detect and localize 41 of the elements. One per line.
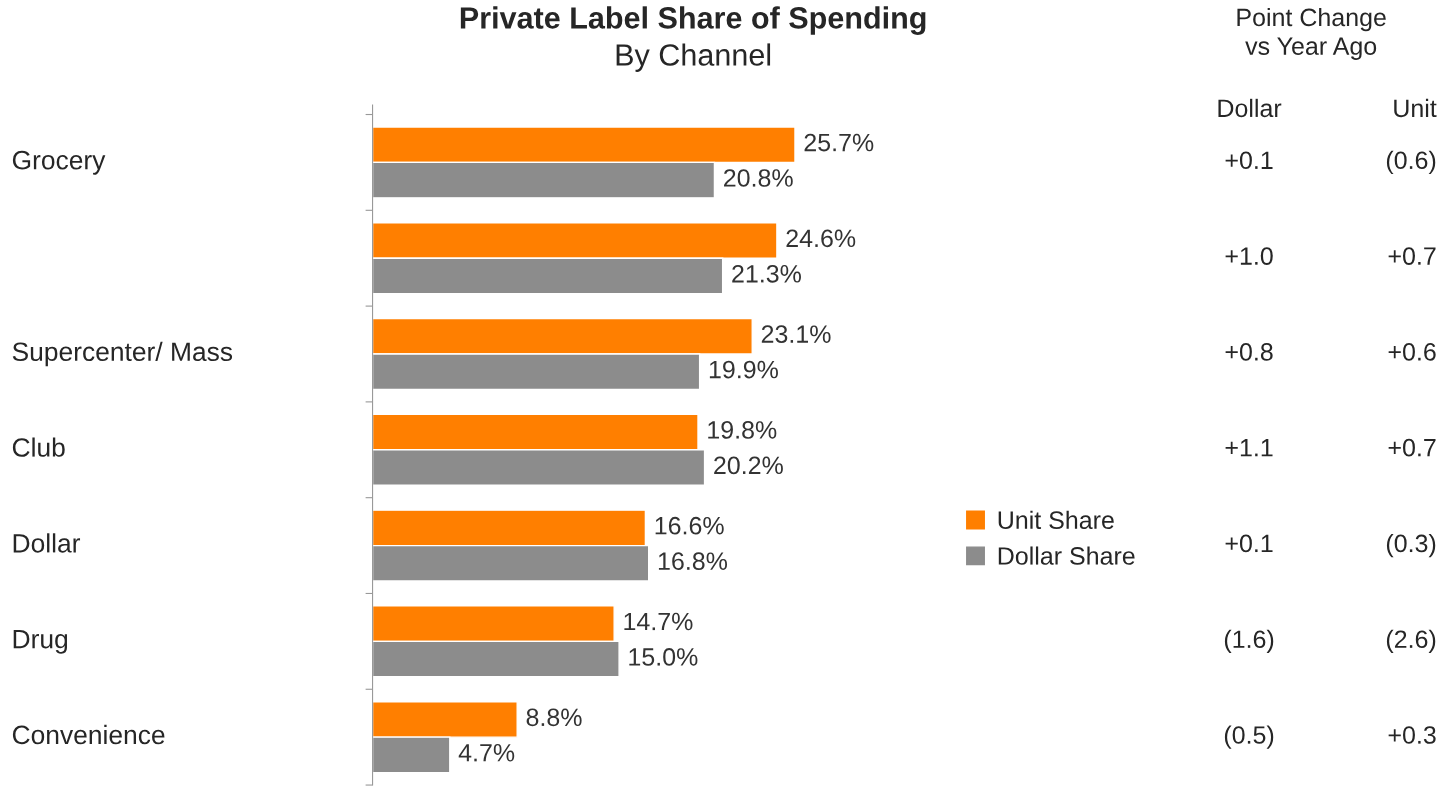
data-label: 19.8% xyxy=(708,421,777,439)
text: +1.1 xyxy=(1225,439,1273,457)
data-label: 8.8% xyxy=(526,708,582,727)
y-tick-label: Convenience xyxy=(12,724,165,745)
legend-label: Dollar Share xyxy=(998,546,1135,565)
data-label: 16.6% xyxy=(655,516,724,535)
y-tick-label: Grocery xyxy=(12,150,106,175)
text: +0.1 xyxy=(1225,151,1273,170)
y-tick-label: Dollar xyxy=(13,533,81,553)
y-tick-label: Club xyxy=(12,437,65,457)
text: +0.3 xyxy=(1388,726,1436,744)
text: (1.6) xyxy=(1224,629,1274,654)
data-label: 14.7% xyxy=(624,612,693,631)
data-label: 21.3% xyxy=(732,264,801,283)
text: +0.6 xyxy=(1388,343,1436,361)
text: +1.0 xyxy=(1225,247,1273,265)
text: +0.7 xyxy=(1388,438,1436,457)
data-label: 15.0% xyxy=(629,648,698,666)
data-label: 20.2% xyxy=(714,456,783,475)
data-label: 4.7% xyxy=(458,744,515,762)
data-label: 20.8% xyxy=(724,169,793,187)
y-tick-label: Drug xyxy=(13,630,68,654)
text: (0.3) xyxy=(1386,533,1436,558)
y-tick-label: Supercenter/ Mass xyxy=(12,341,233,367)
data-label: 24.6% xyxy=(786,229,856,248)
data-label: 16.8% xyxy=(658,552,728,571)
text: Point Change vs Year Ago xyxy=(1237,7,1386,60)
text: +0.1 xyxy=(1225,534,1273,553)
data-label: 19.9% xyxy=(709,360,778,379)
text: +0.7 xyxy=(1388,247,1436,265)
legend-label: Unit Share xyxy=(998,510,1114,530)
chart-title: Private Label Share of Spending xyxy=(460,6,926,35)
data-label: 25.7% xyxy=(804,133,874,152)
text: Dollar xyxy=(1218,98,1282,118)
text: (0.5) xyxy=(1224,725,1274,749)
text: (2.6) xyxy=(1386,629,1436,654)
text: +0.8 xyxy=(1225,343,1273,361)
chart-subtitle: By Channel xyxy=(616,43,771,72)
data-label: 23.1% xyxy=(761,325,831,343)
text: Unit xyxy=(1394,98,1437,118)
text: (0.6) xyxy=(1386,150,1436,175)
